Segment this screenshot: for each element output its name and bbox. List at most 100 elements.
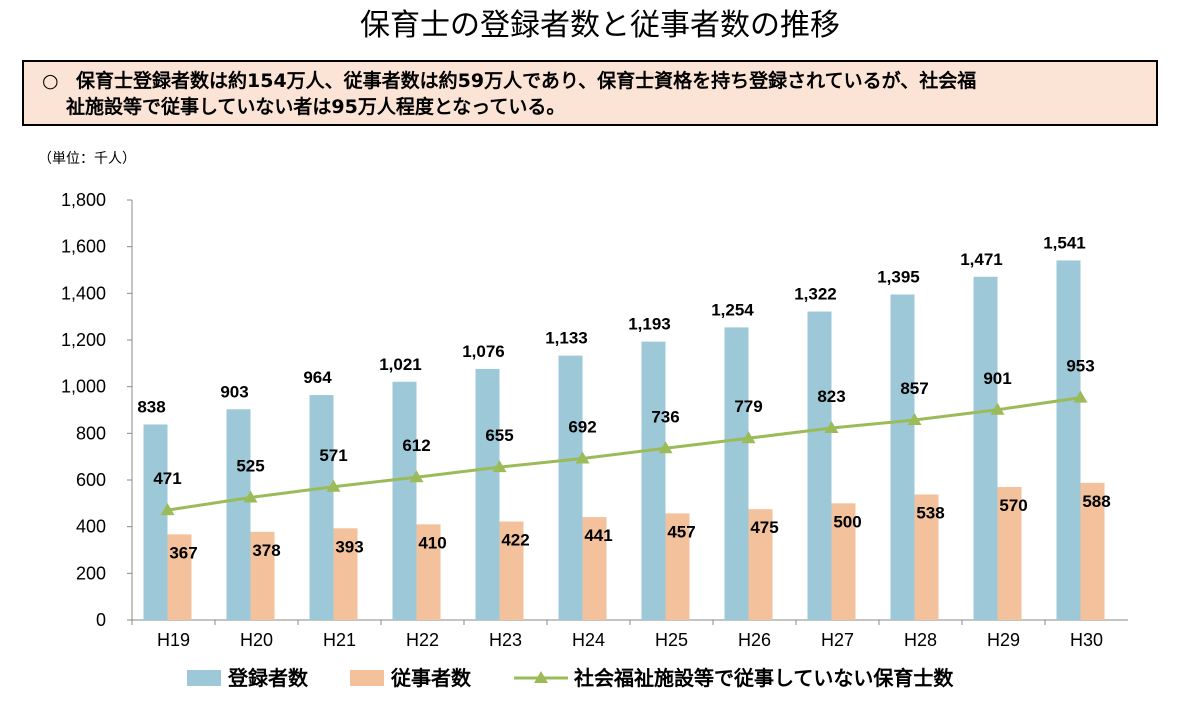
line-point-marker — [492, 460, 507, 473]
y-tick-label: 400 — [76, 517, 106, 537]
line-point-marker — [1073, 390, 1088, 403]
line-point-marker — [326, 479, 341, 492]
data-label-not-employed: 571 — [319, 446, 347, 465]
x-tick-label: H22 — [406, 630, 439, 650]
data-label-employed: 410 — [418, 533, 446, 552]
line-point-marker — [243, 490, 258, 503]
y-tick-label: 800 — [76, 423, 106, 443]
x-tick-label: H28 — [904, 630, 937, 650]
bar-employed — [914, 494, 939, 620]
bar-registered — [973, 276, 998, 620]
data-label-registered: 1,076 — [462, 342, 505, 361]
bar-employed — [416, 524, 441, 620]
data-label-not-employed: 525 — [236, 457, 264, 476]
bar-employed — [1080, 482, 1105, 620]
x-tick-label: H20 — [240, 630, 273, 650]
data-label-employed: 538 — [916, 503, 944, 522]
bar-registered — [143, 424, 168, 620]
y-tick-label: 0 — [96, 610, 106, 630]
summary-note-box: ○ 保育士登録者数は約154万人、従事者数は約59万人であり、保育士資格を持ち登録… — [22, 60, 1158, 126]
y-tick-label: 1,000 — [61, 377, 106, 397]
data-label-employed: 457 — [667, 522, 695, 541]
line-point-marker — [160, 503, 175, 516]
x-tick-label: H21 — [323, 630, 356, 650]
line-point-marker — [824, 420, 839, 433]
bar-employed — [997, 487, 1022, 620]
data-label-not-employed: 779 — [734, 397, 762, 416]
data-label-not-employed: 857 — [900, 379, 928, 398]
data-label-registered: 1,541 — [1043, 233, 1086, 252]
x-tick-label: H24 — [572, 630, 605, 650]
legend-label-employed: 従事者数 — [390, 666, 472, 690]
unit-label: （単位：千人） — [38, 151, 136, 167]
data-label-not-employed: 692 — [568, 418, 596, 437]
legend-swatch-marker — [534, 671, 548, 683]
bar-registered — [890, 294, 915, 620]
bar-employed — [167, 534, 192, 620]
bar-employed — [748, 509, 773, 620]
data-label-not-employed: 655 — [485, 426, 513, 445]
summary-note-line1: ○ 保育士登録者数は約154万人、従事者数は約59万人であり、保育士資格を持ち登録… — [42, 68, 1142, 94]
data-label-not-employed: 612 — [402, 436, 430, 455]
line-point-marker — [575, 451, 590, 464]
data-label-registered: 1,395 — [877, 268, 920, 287]
chart-title: 保育士の登録者数と従事者数の推移 — [360, 8, 840, 43]
bar-registered — [475, 368, 500, 620]
data-label-employed: 500 — [833, 512, 861, 531]
data-label-not-employed: 953 — [1066, 357, 1094, 376]
data-label-registered: 838 — [137, 397, 165, 416]
data-label-employed: 570 — [999, 496, 1027, 515]
data-label-not-employed: 736 — [651, 407, 679, 426]
data-label-registered: 1,133 — [545, 329, 588, 348]
bar-employed — [582, 517, 607, 620]
data-label-not-employed: 901 — [983, 369, 1011, 388]
legend-label-registered: 登録者数 — [227, 666, 309, 690]
x-tick-label: H26 — [738, 630, 771, 650]
bar-registered — [1056, 260, 1081, 620]
x-tick-label: H23 — [489, 630, 522, 650]
bar-registered — [641, 341, 666, 620]
data-label-not-employed: 823 — [817, 387, 845, 406]
bar-registered — [807, 311, 832, 620]
data-label-employed: 378 — [252, 541, 280, 560]
bar-employed — [499, 521, 524, 620]
data-label-employed: 441 — [584, 526, 612, 545]
x-tick-label: H27 — [821, 630, 854, 650]
x-tick-label: H19 — [157, 630, 190, 650]
data-label-not-employed: 471 — [153, 469, 181, 488]
line-point-marker — [990, 402, 1005, 415]
data-label-employed: 367 — [169, 543, 197, 562]
bar-employed — [250, 531, 275, 620]
y-tick-label: 1,200 — [61, 330, 106, 350]
bar-employed — [831, 503, 856, 620]
summary-note-line2: 祉施設等で従事していない者は95万人程度となっている。 — [66, 96, 566, 118]
line-point-marker — [741, 431, 756, 444]
bar-registered — [558, 355, 583, 620]
legend-label-not-employed: 社会福祉施設等で従事していない保育士数 — [573, 666, 954, 690]
legend-swatch-registered — [187, 670, 221, 686]
data-label-employed: 393 — [335, 537, 363, 556]
x-tick-label: H25 — [655, 630, 688, 650]
bar-registered — [309, 395, 334, 620]
y-tick-label: 1,400 — [61, 283, 106, 303]
data-label-registered: 1,021 — [379, 355, 422, 374]
data-label-registered: 1,322 — [794, 285, 837, 304]
bar-registered — [724, 327, 749, 620]
data-label-employed: 588 — [1082, 492, 1110, 511]
x-tick-label: H29 — [987, 630, 1020, 650]
line-point-marker — [658, 441, 673, 454]
line-point-marker — [409, 470, 424, 483]
y-tick-label: 600 — [76, 470, 106, 490]
line-not-employed — [167, 396, 1081, 512]
y-tick-label: 1,600 — [61, 237, 106, 257]
data-label-registered: 1,471 — [960, 250, 1003, 269]
bar-registered — [392, 381, 417, 620]
summary-note-text1: 保育士登録者数は約154万人、従事者数は約59万人であり、保育士資格を持ち登録さ… — [76, 70, 977, 92]
line-point-marker — [907, 413, 922, 426]
note-bullet: ○ — [42, 70, 59, 92]
bar-employed — [665, 513, 690, 620]
data-label-registered: 1,254 — [711, 300, 754, 319]
legend-swatch-employed — [350, 670, 384, 686]
data-label-registered: 1,193 — [628, 315, 671, 334]
